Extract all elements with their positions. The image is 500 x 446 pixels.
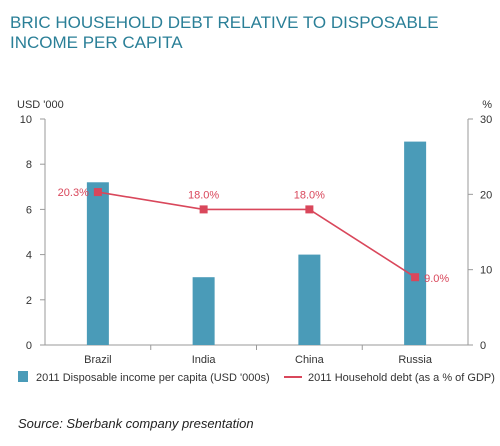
right-tick-label: 0 [480, 340, 486, 352]
right-tick-label: 30 [480, 114, 492, 126]
right-tick-label: 20 [480, 189, 492, 201]
source-note: Source: Sberbank company presentation [18, 416, 254, 431]
left-axis-unit: USD '000 [17, 99, 64, 111]
income-bar [86, 182, 109, 345]
debt-data-label: 20.3% [58, 187, 89, 199]
income-bar [298, 254, 321, 345]
left-tick-label: 10 [20, 114, 32, 126]
debt-data-label: 18.0% [188, 189, 219, 201]
debt-point [93, 188, 102, 197]
debt-line-path [97, 191, 416, 278]
legend-line-label: 2011 Household debt (as a % of GDP) [308, 372, 495, 384]
bars [86, 141, 427, 345]
legend-bar-swatch [18, 371, 28, 382]
legend-bar-label: 2011 Disposable income per capita (USD '… [36, 372, 270, 384]
debt-point [411, 273, 420, 282]
income-bar [404, 141, 427, 345]
category-label: Brazil [84, 354, 112, 366]
debt-point [305, 205, 314, 214]
axes: 0 2 4 6 8 10 0 10 20 30 Brazil India China Russia [20, 114, 493, 366]
left-tick-label: 0 [26, 340, 32, 352]
category-label: India [192, 354, 217, 366]
income-bar [192, 277, 215, 345]
category-label: China [295, 354, 325, 366]
debt-line: 20.3% 18.0% 18.0% 9.0% [58, 187, 450, 285]
left-tick-label: 6 [26, 204, 32, 216]
left-tick-label: 8 [26, 159, 32, 171]
debt-data-label: 18.0% [294, 189, 325, 201]
debt-point [199, 205, 208, 214]
right-tick-label: 10 [480, 265, 492, 277]
debt-data-label: 9.0% [424, 273, 449, 285]
left-tick-label: 2 [26, 295, 32, 307]
left-tick-label: 4 [26, 250, 32, 262]
right-axis-unit: % [482, 99, 492, 111]
chart-title: BRIC HOUSEHOLD DEBT RELATIVE TO DISPOSAB… [10, 13, 439, 52]
category-label: Russia [398, 354, 433, 366]
legend: 2011 Disposable income per capita (USD '… [18, 371, 495, 384]
